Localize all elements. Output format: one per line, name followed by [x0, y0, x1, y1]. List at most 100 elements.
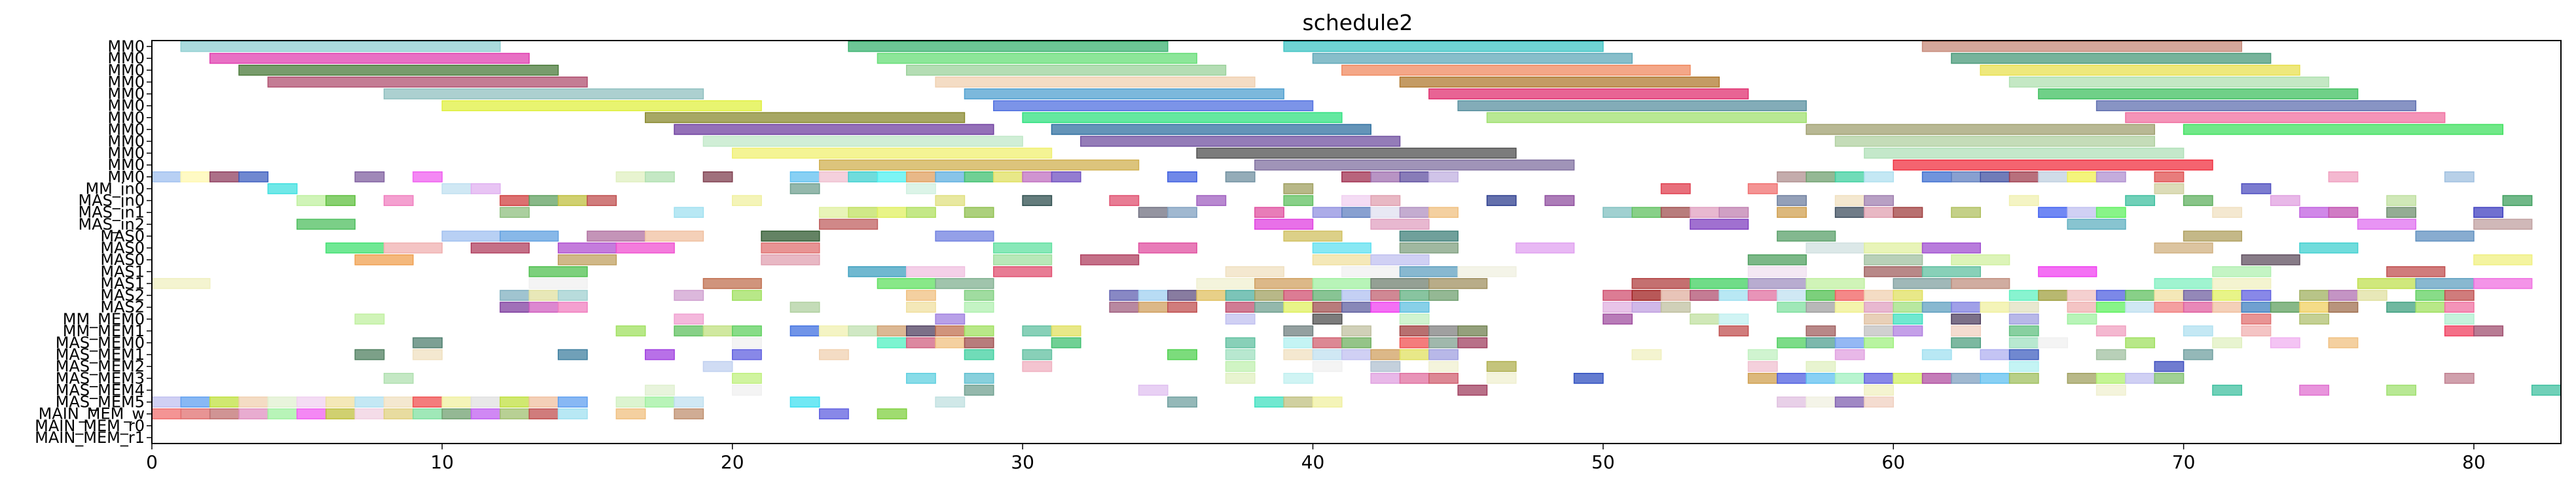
task-bar — [2444, 171, 2475, 183]
x-tick-label: 50 — [1591, 451, 1615, 473]
task-bar — [1515, 242, 1575, 254]
y-tick-label: MAIN_MEM_w — [39, 405, 145, 423]
y-tick-label: MAS2 — [100, 298, 145, 317]
task-bar — [2183, 302, 2213, 313]
task-bar — [528, 195, 559, 206]
task-bar — [2154, 183, 2185, 194]
task-bar — [2386, 266, 2446, 277]
task-bar — [1283, 230, 1343, 242]
y-tick-label: MAS0 — [100, 227, 145, 245]
task-bar — [1370, 195, 1401, 206]
task-bar — [1893, 159, 2213, 171]
task-bar — [1138, 385, 1169, 396]
task-bar — [1805, 290, 1836, 301]
task-bar — [848, 171, 879, 183]
task-bar — [1864, 325, 1894, 337]
y-tick-label: MM0 — [107, 156, 145, 174]
task-bar — [2067, 313, 2097, 325]
task-bar — [1022, 195, 1053, 206]
task-bar — [819, 207, 849, 218]
task-bar — [557, 408, 588, 420]
task-bar — [731, 349, 762, 360]
task-bar — [2038, 266, 2097, 277]
task-bar — [1805, 396, 1836, 408]
task-bar — [267, 408, 298, 420]
task-bar — [877, 325, 907, 337]
task-bar — [1080, 135, 1401, 147]
task-bar — [2095, 171, 2126, 183]
task-bar — [702, 325, 733, 337]
task-bar — [325, 408, 356, 420]
task-bar — [935, 396, 966, 408]
task-bar — [1980, 349, 2010, 360]
task-bar — [2212, 302, 2243, 313]
task-bar — [2125, 302, 2156, 313]
task-bar — [2299, 290, 2330, 301]
task-bar — [964, 88, 1284, 99]
task-bar — [1167, 349, 1197, 360]
task-bar — [2154, 278, 2213, 289]
task-bar — [906, 171, 936, 183]
task-bar — [1196, 278, 1256, 289]
task-bar — [2241, 183, 2272, 194]
task-bar — [993, 254, 1053, 266]
task-bar — [1951, 337, 1982, 349]
task-bar — [2328, 337, 2359, 349]
task-bar — [1631, 290, 1662, 301]
task-bar — [180, 396, 211, 408]
task-bar — [1834, 337, 1865, 349]
task-bar — [1428, 360, 1459, 372]
task-bar — [615, 242, 675, 254]
task-bar — [2212, 337, 2243, 349]
task-bar — [1631, 302, 1662, 313]
task-bar — [1921, 266, 1982, 277]
task-bar — [1428, 372, 1459, 384]
task-bar — [2444, 302, 2475, 313]
task-bar — [877, 278, 936, 289]
task-bar — [1718, 313, 1749, 325]
task-bar — [2067, 171, 2097, 183]
y-tick-label: MAS_MEM4 — [56, 381, 145, 399]
y-tick-label: MM_MEM0 — [63, 310, 145, 328]
task-bar — [935, 313, 966, 325]
task-bar — [354, 396, 385, 408]
task-bar — [1951, 207, 1982, 218]
task-bar — [2183, 230, 2243, 242]
task-bar — [383, 408, 414, 420]
task-bar — [1893, 207, 1923, 218]
task-bar — [1805, 242, 1865, 254]
task-bar — [1341, 337, 1371, 349]
task-bar — [296, 195, 327, 206]
task-bar — [906, 302, 936, 313]
task-bar — [441, 396, 472, 408]
task-bar — [1399, 325, 1430, 337]
task-bar — [587, 230, 646, 242]
task-bar — [1022, 112, 1343, 124]
task-bar — [1283, 325, 1314, 337]
task-bar — [2270, 195, 2300, 206]
task-bar — [1921, 372, 1952, 384]
y-tick-label: MM0 — [107, 49, 145, 67]
task-bar — [1864, 242, 1923, 254]
task-bar — [1399, 266, 1459, 277]
task-bar — [1864, 302, 1894, 313]
task-bar — [1834, 349, 1865, 360]
y-tick-label: MAS1 — [100, 262, 145, 281]
task-bar — [1341, 302, 1371, 313]
task-bar — [499, 396, 530, 408]
task-bar — [2154, 242, 2213, 254]
task-bar — [2008, 349, 2039, 360]
task-bar — [1747, 360, 1778, 372]
task-bar — [528, 302, 559, 313]
task-bar — [1254, 396, 1284, 408]
task-bar — [325, 195, 356, 206]
task-bar — [441, 230, 501, 242]
task-bar — [1864, 147, 2185, 159]
task-bar — [1864, 266, 1923, 277]
x-tick-label: 60 — [1881, 451, 1905, 473]
task-bar — [935, 195, 966, 206]
task-bar — [1254, 278, 1314, 289]
task-bar — [935, 337, 966, 349]
task-bar — [1603, 290, 1633, 301]
task-bar — [2038, 207, 2069, 218]
